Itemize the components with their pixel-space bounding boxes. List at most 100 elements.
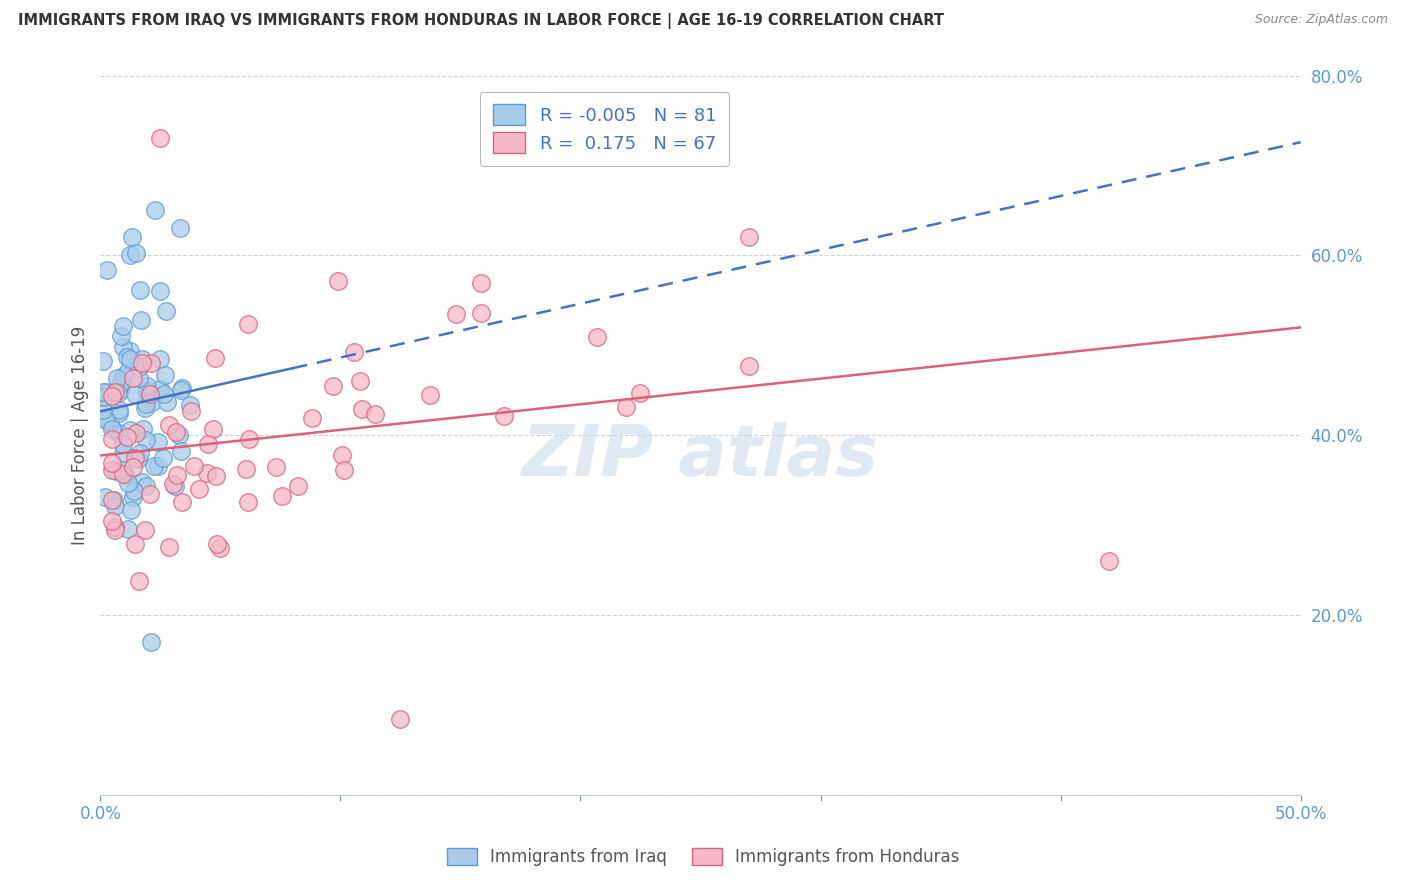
Point <box>197 466 219 480</box>
Point <box>180 404 202 418</box>
Point <box>135 379 157 393</box>
Point <box>101 457 124 471</box>
Point <box>166 467 188 482</box>
Point <box>157 540 180 554</box>
Point <box>118 343 141 358</box>
Point <box>614 401 637 415</box>
Point <box>135 433 157 447</box>
Point <box>110 329 132 343</box>
Point <box>136 385 159 400</box>
Point <box>149 131 172 145</box>
Point <box>169 444 191 458</box>
Point <box>131 475 153 489</box>
Point <box>149 382 172 396</box>
Point <box>91 354 114 368</box>
Point <box>101 514 124 528</box>
Point <box>128 371 150 385</box>
Point <box>118 248 141 262</box>
Point <box>149 284 172 298</box>
Point <box>352 401 374 416</box>
Point <box>107 385 129 400</box>
Point <box>117 476 139 491</box>
Point <box>91 384 114 399</box>
Point <box>125 425 148 440</box>
Point <box>105 371 128 385</box>
Point <box>201 422 224 436</box>
Point <box>204 351 226 366</box>
Point <box>103 493 125 508</box>
Point <box>94 411 117 425</box>
Point <box>108 425 131 440</box>
Point <box>124 484 146 499</box>
Point <box>122 490 145 504</box>
Point <box>111 340 134 354</box>
Point <box>586 330 609 344</box>
Point <box>628 385 651 400</box>
Point <box>470 276 492 290</box>
Point <box>349 374 371 388</box>
Point <box>112 437 135 451</box>
Point <box>104 523 127 537</box>
Point <box>93 390 115 404</box>
Point <box>118 351 141 366</box>
Text: IMMIGRANTS FROM IRAQ VS IMMIGRANTS FROM HONDURAS IN LABOR FORCE | AGE 16-19 CORR: IMMIGRANTS FROM IRAQ VS IMMIGRANTS FROM … <box>18 13 945 29</box>
Text: ZIP atlas: ZIP atlas <box>522 423 879 491</box>
Point <box>737 359 759 373</box>
Point <box>127 451 149 466</box>
Point <box>108 383 131 397</box>
Point <box>91 390 114 404</box>
Point <box>270 489 292 503</box>
Point <box>135 479 157 493</box>
Point <box>236 317 259 331</box>
Point <box>125 246 148 260</box>
Point <box>1097 554 1119 568</box>
Point <box>91 403 114 417</box>
Point <box>111 318 134 333</box>
Point <box>170 381 193 395</box>
Point <box>162 477 184 491</box>
Point <box>104 384 127 399</box>
Point <box>419 388 441 402</box>
Point <box>330 449 353 463</box>
Point <box>104 499 127 513</box>
Point <box>153 387 176 401</box>
Point <box>235 462 257 476</box>
Point <box>103 519 125 533</box>
Point <box>238 432 260 446</box>
Point <box>444 307 467 321</box>
Point <box>121 230 143 244</box>
Point <box>205 537 228 551</box>
Point <box>108 406 131 420</box>
Point <box>167 427 190 442</box>
Point <box>128 283 150 297</box>
Legend: R = -0.005   N = 81, R =  0.175   N = 67: R = -0.005 N = 81, R = 0.175 N = 67 <box>479 92 728 166</box>
Point <box>101 463 124 477</box>
Point <box>117 522 139 536</box>
Point <box>165 425 187 440</box>
Point <box>143 203 166 218</box>
Point <box>115 430 138 444</box>
Point <box>492 409 515 424</box>
Point <box>139 386 162 401</box>
Point <box>124 450 146 465</box>
Point <box>326 274 349 288</box>
Point <box>101 492 124 507</box>
Point <box>322 379 344 393</box>
Point <box>135 383 157 397</box>
Point <box>96 263 118 277</box>
Point <box>149 352 172 367</box>
Point <box>155 303 177 318</box>
Point <box>118 423 141 437</box>
Point <box>94 413 117 427</box>
Point <box>183 458 205 473</box>
Point <box>131 355 153 369</box>
Point <box>134 401 156 415</box>
Point <box>96 384 118 399</box>
Point <box>101 389 124 403</box>
Point <box>209 541 232 555</box>
Point <box>108 403 131 417</box>
Legend: Immigrants from Iraq, Immigrants from Honduras: Immigrants from Iraq, Immigrants from Ho… <box>439 840 967 875</box>
Point <box>110 463 132 477</box>
Point <box>197 436 219 450</box>
Point <box>155 368 177 383</box>
